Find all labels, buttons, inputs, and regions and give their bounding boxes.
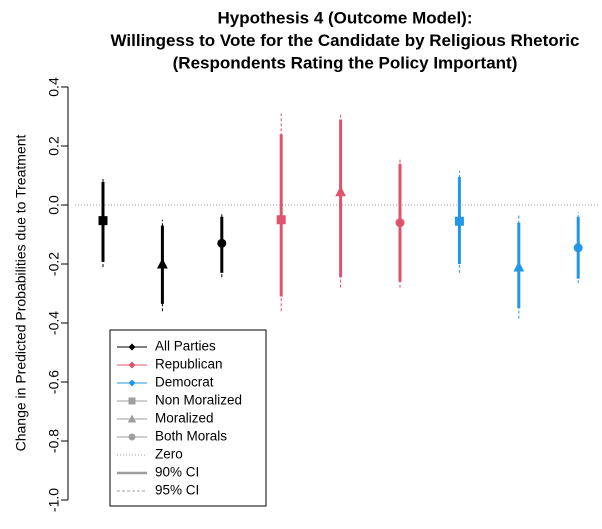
legend-label: 90% CI: [155, 465, 199, 480]
legend-label: Both Morals: [155, 429, 227, 444]
legend-label: Non Moralized: [155, 393, 242, 408]
point: [454, 216, 464, 226]
point: [128, 433, 136, 441]
legend-label: Moralized: [155, 411, 214, 426]
y-axis-label: Change in Predicted Probabilities due to…: [13, 135, 29, 452]
y-tick-label: -0.4: [46, 311, 62, 335]
point: [395, 218, 405, 228]
y-tick-label: 0.2: [46, 136, 62, 156]
point: [513, 261, 525, 272]
point: [98, 216, 108, 226]
point: [127, 414, 137, 423]
legend-box: [109, 329, 267, 507]
point: [128, 361, 136, 369]
y-tick-label: -1.0: [46, 488, 62, 512]
legend-label: Democrat: [155, 375, 214, 390]
point: [217, 238, 227, 248]
chart-title: Hypothesis 4 (Outcome Model):: [217, 8, 472, 27]
legend-label: All Parties: [155, 339, 216, 354]
y-tick-label: -0.6: [46, 370, 62, 394]
point: [128, 397, 136, 405]
chart-title: Willingess to Vote for the Candidate by …: [111, 31, 580, 50]
point: [335, 185, 346, 197]
point: [573, 243, 583, 253]
legend-label: Republican: [155, 357, 223, 372]
point: [128, 343, 136, 351]
point: [157, 258, 168, 269]
y-tick-label: -0.8: [46, 429, 62, 453]
chart-title: (Respondents Rating the Policy Important…: [173, 53, 518, 72]
y-tick-label: -0.2: [46, 252, 62, 276]
legend-label: Zero: [155, 447, 183, 462]
y-tick-label: 0.4: [46, 77, 62, 97]
point: [128, 379, 136, 387]
point: [276, 215, 286, 225]
y-tick-label: 0.0: [46, 195, 62, 215]
legend-label: 95% CI: [155, 483, 199, 498]
